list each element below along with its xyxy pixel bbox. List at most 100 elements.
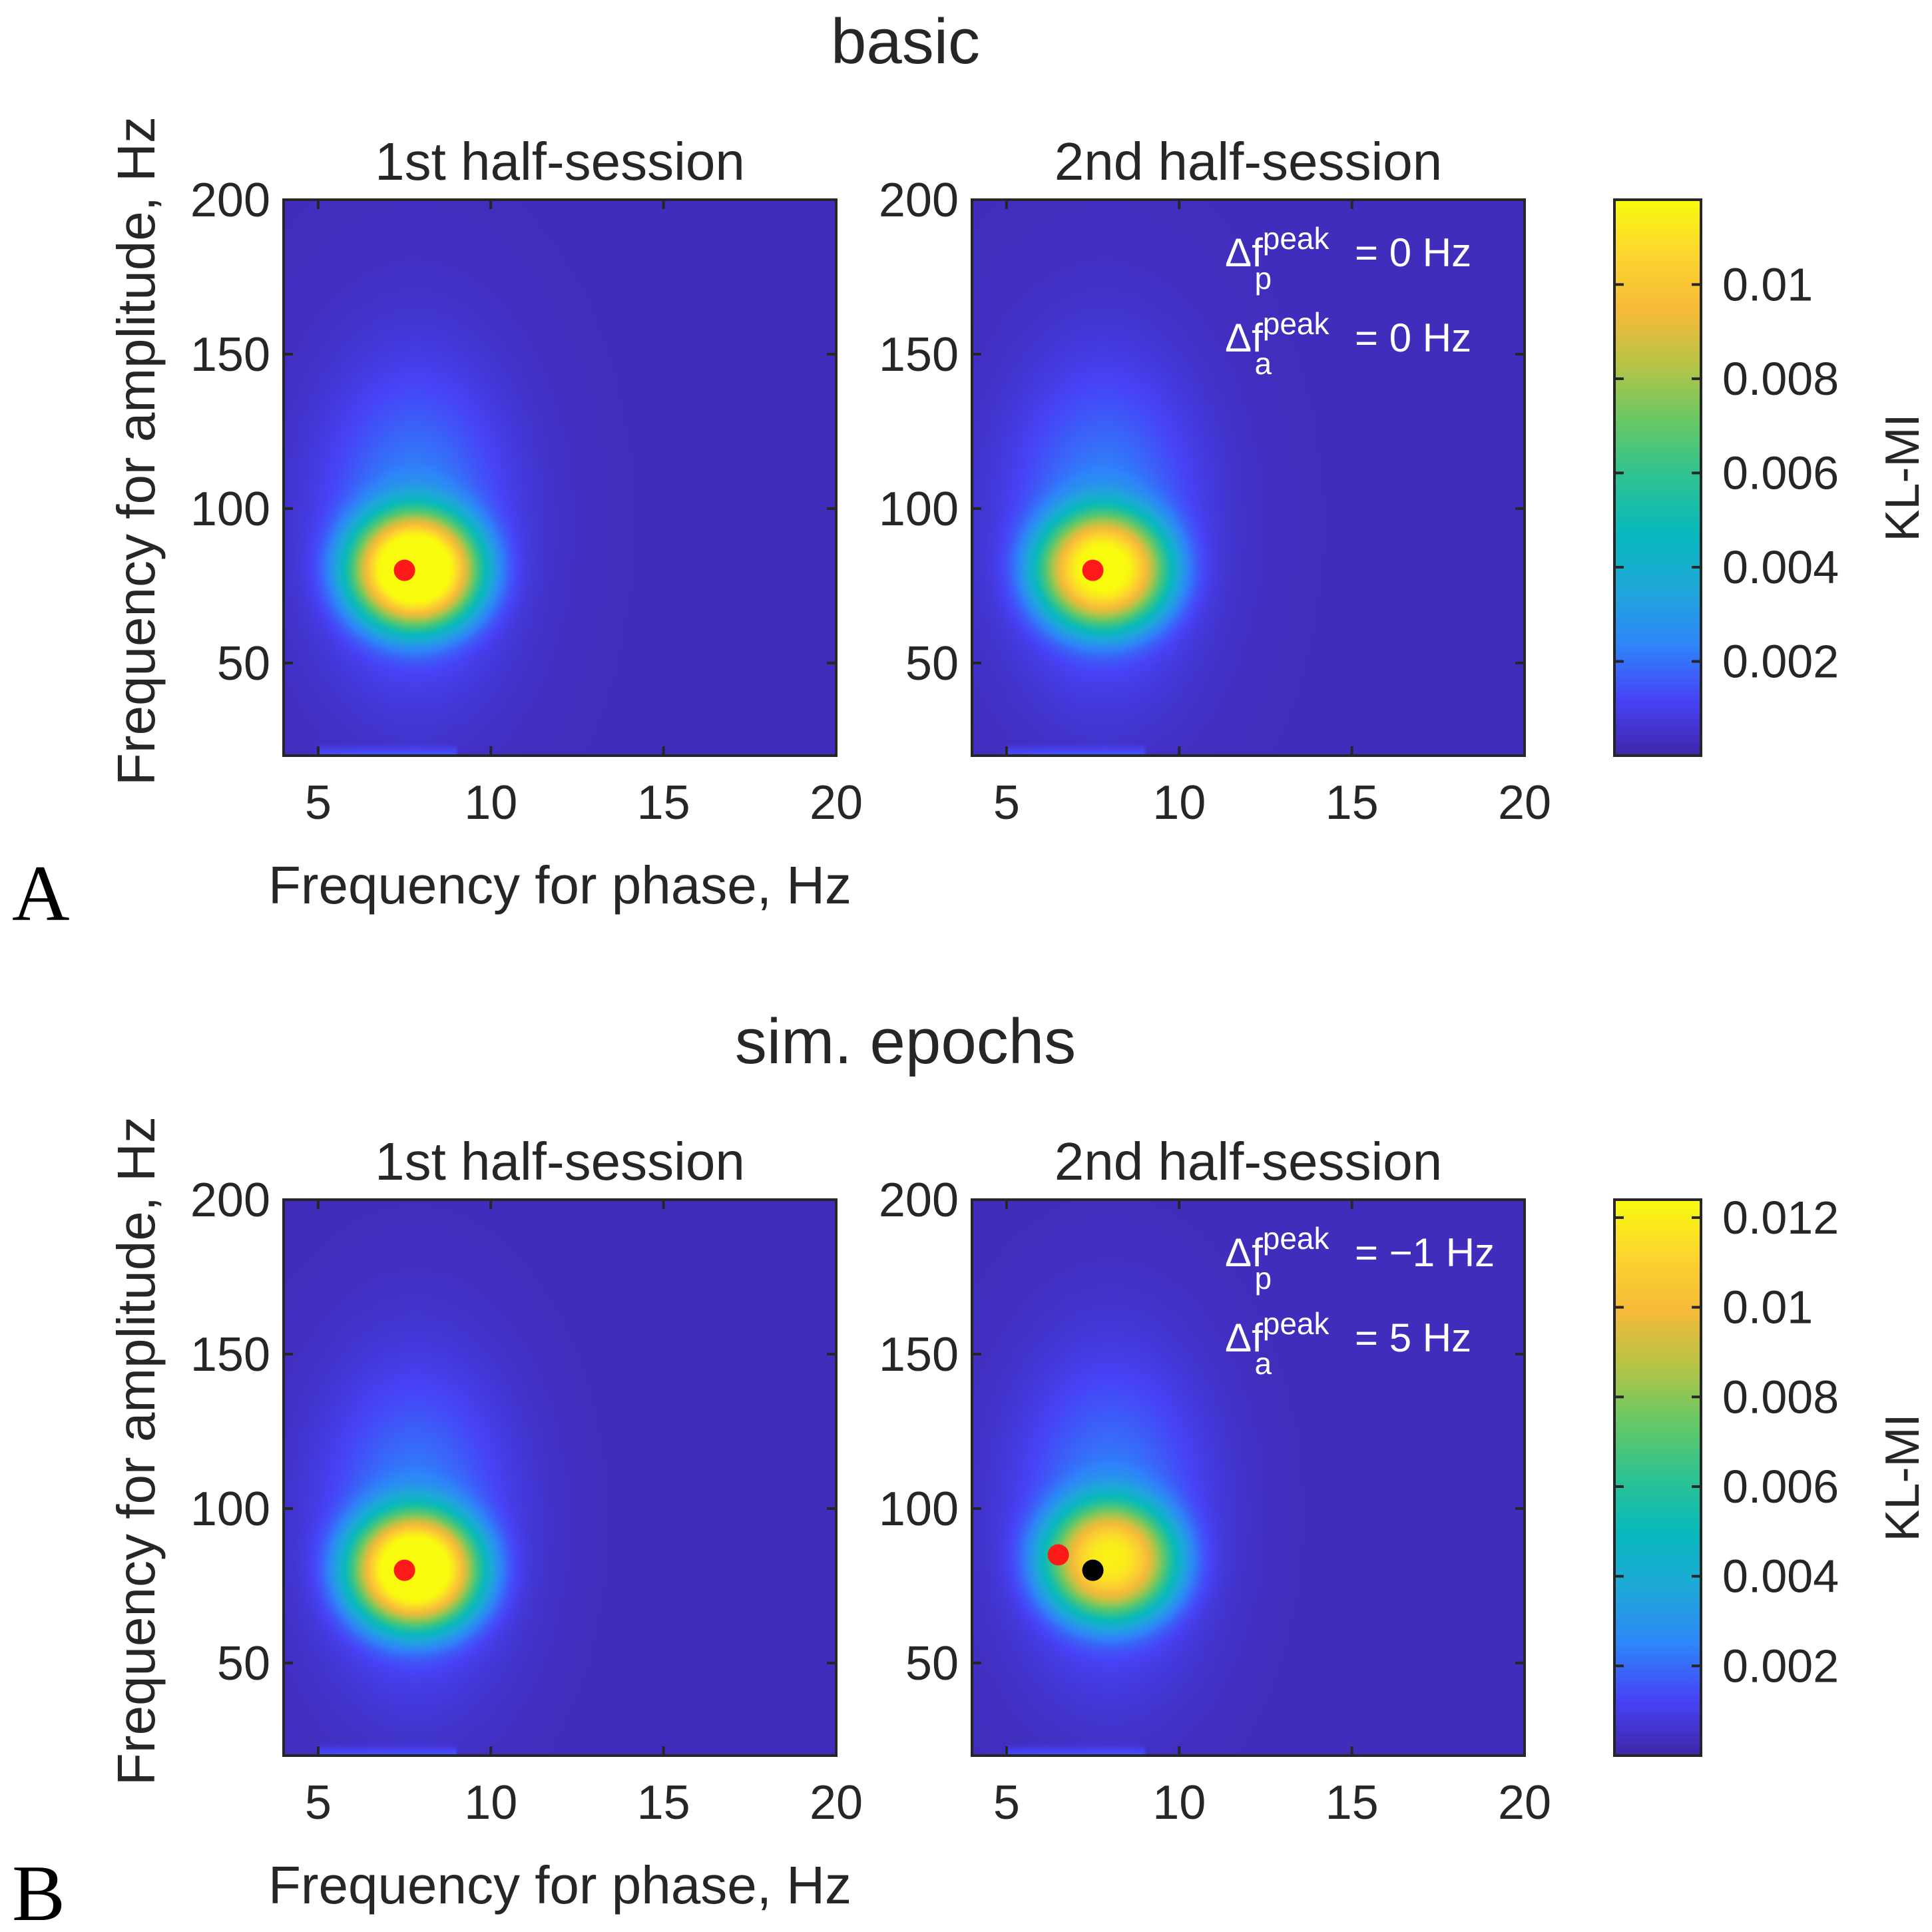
colorbar-tick-label: 0.002 xyxy=(1722,635,1839,687)
annotation-value: = 5 Hz xyxy=(1355,1316,1471,1360)
panel-title: 1st half-session xyxy=(375,1132,745,1191)
red-peak-marker xyxy=(393,559,415,581)
delta-symbol: Δf xyxy=(1225,230,1263,275)
colorbar-frame xyxy=(1613,198,1702,757)
y-axis-label: Frequency for amplitude, Hz xyxy=(107,1116,166,1786)
x-tick-label: 20 xyxy=(1498,776,1551,830)
y-axis-label: Frequency for amplitude, Hz xyxy=(107,117,166,786)
annotation-value: = 0 Hz xyxy=(1355,230,1471,275)
panel-letter: B xyxy=(12,1849,65,1932)
colorbar-tick-label: 0.006 xyxy=(1722,447,1839,499)
y-tick-label: 50 xyxy=(217,1637,270,1690)
colorbar-label: KL-MI xyxy=(1876,413,1929,541)
axes-frame xyxy=(971,198,1526,757)
x-tick-label: 15 xyxy=(637,1776,690,1829)
figure-title: sim. epochs xyxy=(735,1006,1076,1077)
y-tick-label: 50 xyxy=(217,637,270,690)
panel-1: 5 10 15 20 50 100 150 200 1st half-session xyxy=(190,1132,863,1829)
x-tick-label: 15 xyxy=(1326,776,1379,830)
y-tick-label: 50 xyxy=(905,1637,959,1690)
colorbar-label: KL-MI xyxy=(1876,1413,1929,1541)
x-axis-label: Frequency for phase, Hz xyxy=(268,1855,851,1915)
delta-annotation: Δfpeak a = 0 Hz xyxy=(1225,306,1471,381)
figure-block-A: basic A Frequency for amplitude, Hz Frequen… xyxy=(12,6,1929,937)
annotation-superscript: peak xyxy=(1263,1221,1330,1256)
annotation-subscript: a xyxy=(1255,346,1272,381)
red-peak-marker xyxy=(1047,1544,1069,1566)
panel-letter: A xyxy=(12,849,70,937)
x-tick-label: 10 xyxy=(464,1776,517,1829)
colorbar-tick-label: 0.008 xyxy=(1722,1371,1839,1423)
heatmap xyxy=(972,200,1525,756)
heatmap xyxy=(284,200,836,756)
x-tick-label: 20 xyxy=(810,776,863,830)
y-tick-label: 200 xyxy=(879,1174,959,1227)
axes-frame xyxy=(282,1198,838,1757)
delta-annotation: Δfpeak a = 5 Hz xyxy=(1225,1306,1471,1381)
x-tick-label: 5 xyxy=(993,1776,1020,1829)
x-tick-label: 15 xyxy=(637,776,690,830)
x-tick-label: 15 xyxy=(1326,1776,1379,1829)
annotation-subscript: a xyxy=(1255,1346,1272,1381)
annotation-subscript: p xyxy=(1255,261,1272,296)
red-peak-marker xyxy=(1082,559,1104,581)
y-tick-label: 100 xyxy=(190,1483,270,1536)
panel-title: 2nd half-session xyxy=(1055,132,1443,191)
x-tick-label: 10 xyxy=(1152,776,1206,830)
annotation-value: = 0 Hz xyxy=(1355,316,1471,360)
x-tick-label: 5 xyxy=(993,776,1020,830)
axes-frame xyxy=(282,198,838,757)
x-tick-label: 20 xyxy=(1498,1776,1551,1829)
delta-symbol: Δf xyxy=(1225,316,1263,360)
y-tick-label: 150 xyxy=(879,1328,959,1381)
y-tick-label: 200 xyxy=(879,174,959,227)
colorbar-frame xyxy=(1613,1198,1702,1757)
colorbar-tick-label: 0.012 xyxy=(1722,1192,1839,1244)
heatmap xyxy=(284,1200,836,1756)
x-tick-label: 10 xyxy=(1152,1776,1206,1829)
colorbar-tick-label: 0.006 xyxy=(1722,1461,1839,1513)
panel-1: 5 10 15 20 50 100 150 200 1st half-session xyxy=(190,132,863,830)
colorbar-tick-label: 0.002 xyxy=(1722,1640,1839,1692)
axes-frame xyxy=(971,1198,1526,1757)
panel-title: 2nd half-session xyxy=(1055,1132,1443,1191)
y-tick-label: 50 xyxy=(905,637,959,690)
y-tick-label: 150 xyxy=(190,328,270,381)
y-tick-label: 200 xyxy=(190,1174,270,1227)
annotation-superscript: peak xyxy=(1263,1306,1330,1341)
delta-symbol: Δf xyxy=(1225,1316,1263,1360)
y-tick-label: 100 xyxy=(879,483,959,536)
panel-title: 1st half-session xyxy=(375,132,745,191)
x-tick-label: 5 xyxy=(305,1776,332,1829)
delta-annotation: Δfpeak p = −1 Hz xyxy=(1225,1221,1495,1296)
colorbar-tick-label: 0.01 xyxy=(1722,1282,1813,1333)
delta-annotation: Δfpeak p = 0 Hz xyxy=(1225,221,1471,296)
colorbar-gradient xyxy=(1614,200,1701,756)
y-tick-label: 150 xyxy=(879,328,959,381)
colorbar-tick-label: 0.004 xyxy=(1722,1551,1839,1602)
black-peak-marker xyxy=(1082,1559,1104,1581)
y-tick-label: 100 xyxy=(879,1483,959,1536)
colorbar-tick-label: 0.008 xyxy=(1722,353,1839,405)
annotation-superscript: peak xyxy=(1263,306,1330,341)
y-tick-label: 100 xyxy=(190,483,270,536)
colorbar: 0.002 0.004 0.006 0.008 0.01 KL-MI xyxy=(1613,198,1929,757)
x-tick-label: 20 xyxy=(810,1776,863,1829)
colorbar-tick-label: 0.01 xyxy=(1722,258,1813,310)
y-tick-label: 200 xyxy=(190,174,270,227)
x-tick-label: 5 xyxy=(305,776,332,830)
figure-block-B: sim. epochs B Frequency for amplitude, Hz F… xyxy=(12,1006,1929,1932)
heatmap xyxy=(972,1200,1525,1756)
y-tick-label: 150 xyxy=(190,1328,270,1381)
x-tick-label: 10 xyxy=(464,776,517,830)
annotation-value: = −1 Hz xyxy=(1355,1230,1495,1275)
colorbar-tick-label: 0.004 xyxy=(1722,541,1839,593)
red-peak-marker xyxy=(393,1559,415,1581)
delta-symbol: Δf xyxy=(1225,1230,1263,1275)
x-axis-label: Frequency for phase, Hz xyxy=(268,855,851,915)
annotation-superscript: peak xyxy=(1263,221,1330,256)
annotation-subscript: p xyxy=(1255,1261,1272,1296)
